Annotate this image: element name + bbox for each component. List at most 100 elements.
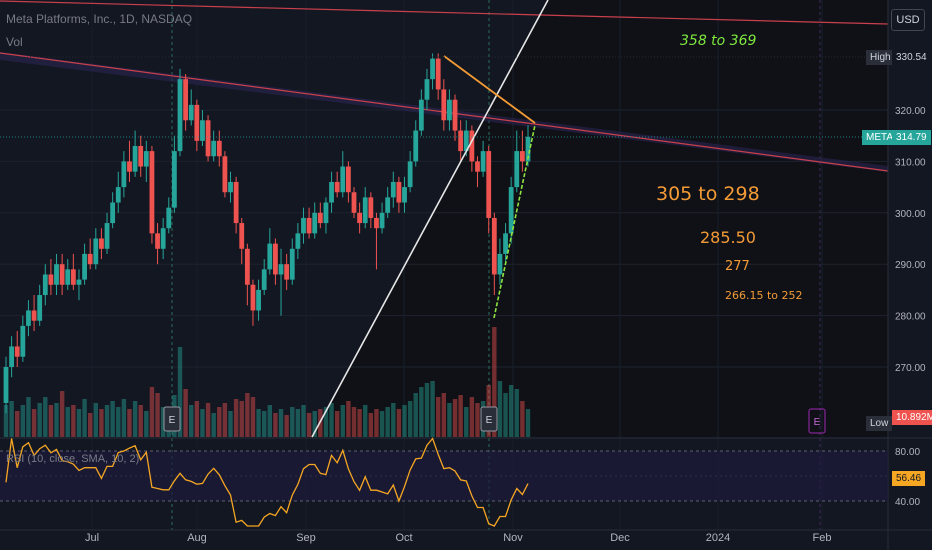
candle-body (317, 212, 323, 224)
candle-body (261, 269, 267, 290)
candle-body (447, 99, 452, 121)
volume-bar (155, 393, 160, 437)
volume-bar (144, 411, 149, 437)
candle-body (239, 223, 245, 249)
candle-body (463, 130, 469, 152)
annotation-target-3: 277 (725, 259, 750, 274)
volume-bar (278, 409, 284, 437)
candle-body (9, 346, 15, 367)
volume-bar (452, 399, 458, 437)
volume-bar (391, 403, 396, 437)
high-label: High (866, 50, 895, 65)
time-axis-label: Dec (610, 532, 630, 544)
candle-body (312, 212, 318, 234)
candle-body (54, 264, 59, 285)
symbol-title: Meta Platforms, Inc., 1D, NASDAQ (6, 12, 193, 26)
candle-body (138, 145, 144, 167)
volume-bar (138, 405, 143, 437)
candle-body (402, 187, 407, 203)
volume-bar (65, 407, 70, 437)
candle-body (200, 120, 205, 141)
time-axis-label: Jul (85, 532, 99, 544)
candle-body (469, 130, 475, 162)
volume-value-tag: 10.892M (892, 410, 932, 425)
earnings-badge-label: E (169, 415, 176, 426)
annotation-target-high: 358 to 369 (680, 33, 757, 49)
rsi-axis-label: 80.00 (895, 447, 920, 458)
volume-bar (492, 327, 497, 437)
candle-body (121, 161, 127, 188)
candle-body (374, 217, 379, 229)
time-axis-label: Aug (187, 532, 207, 544)
volume-bar (71, 405, 76, 437)
volume-label: Vol (6, 35, 23, 49)
annotation-target-4: 266.15 to 252 (725, 289, 803, 302)
candle-body (216, 140, 222, 157)
candle-body (441, 89, 447, 121)
candle-body (149, 151, 155, 234)
volume-bar (20, 405, 26, 437)
price-axis-label: 310.00 (895, 157, 926, 168)
candle-body (160, 228, 166, 249)
volume-bar (419, 387, 424, 437)
volume-bar (160, 407, 166, 437)
volume-bar (116, 407, 121, 437)
volume-bar (31, 409, 37, 437)
time-axis-label: Nov (503, 532, 523, 544)
candle-body (20, 325, 26, 357)
candle-body (233, 181, 239, 224)
candle-body (396, 181, 402, 203)
low-label: Low (866, 416, 893, 431)
candle-body (306, 217, 312, 234)
volume-bar (104, 405, 110, 437)
time-axis-label: Oct (395, 532, 412, 544)
volume-bar (82, 399, 87, 437)
price-axis-label: 280.00 (895, 312, 926, 323)
candle-body (14, 346, 20, 357)
candle-body (351, 192, 357, 213)
candle-body (301, 217, 306, 234)
volume-bar (435, 397, 441, 437)
volume-bar (447, 403, 452, 437)
price-axis-label: 290.00 (895, 260, 926, 271)
candle-body (334, 181, 340, 193)
currency-button[interactable]: USD (891, 9, 925, 31)
candle-body (250, 284, 256, 311)
volume-bar (312, 411, 317, 437)
volume-bar (430, 381, 435, 437)
volume-bar (267, 405, 273, 437)
volume-bar (205, 403, 211, 437)
annotation-target-2: 285.50 (700, 228, 756, 247)
candle-body (418, 99, 424, 131)
volume-bar (464, 407, 469, 437)
volume-bar (76, 409, 82, 437)
volume-bar (93, 403, 99, 437)
candle-body (452, 99, 458, 131)
volume-bar (43, 397, 48, 437)
volume-bar (396, 409, 402, 437)
volume-bar (374, 409, 379, 437)
candle-body (155, 233, 160, 249)
earnings-badge-label: E (486, 415, 493, 426)
volume-bar (48, 405, 54, 437)
candle-body (273, 243, 278, 275)
volume-bar (233, 399, 239, 437)
candle-body (26, 310, 31, 326)
volume-bar (261, 411, 267, 437)
volume-bar (351, 407, 357, 437)
volume-bar (228, 411, 233, 437)
volume-bar (9, 401, 14, 437)
volume-bar (110, 401, 115, 437)
candle-body (211, 140, 217, 157)
volume-bar (99, 409, 104, 437)
volume-bar (177, 347, 183, 437)
volume-bar (334, 411, 340, 437)
volume-bar (469, 397, 475, 437)
rsi-label: RSI (10, close, SMA, 10, 2) (6, 453, 140, 465)
candle-body (503, 233, 508, 254)
volume-bar (368, 413, 374, 437)
candle-body (110, 202, 116, 224)
volume-bar (497, 381, 503, 437)
